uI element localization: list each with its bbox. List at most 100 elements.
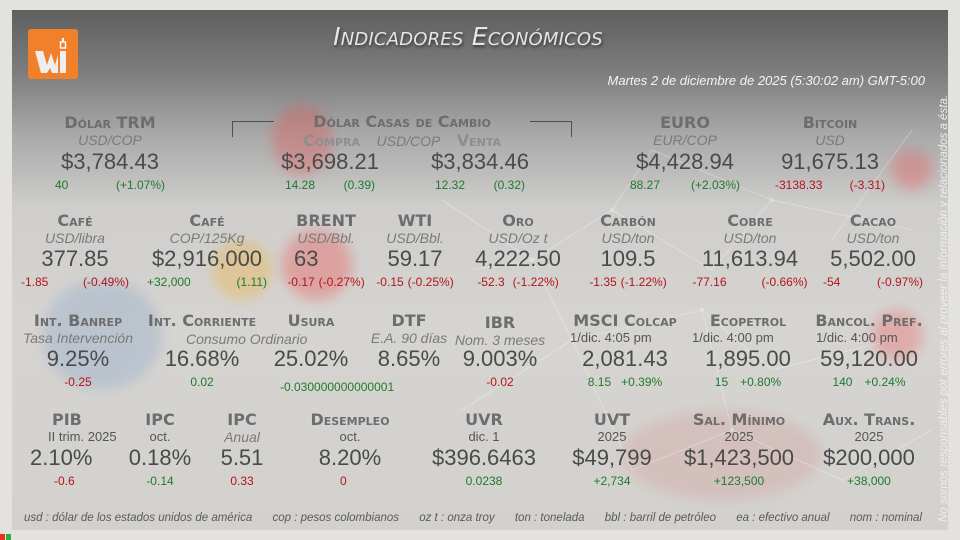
indicator-value: 59.17 [387,246,443,271]
glossary-item: ton : tonelada [514,512,585,524]
page-title: Indicadores Económicos [333,22,603,51]
indicator-value: $1,423,500 [683,445,795,470]
indicator-value: 377.85 [41,246,109,271]
datetime-stamp: Martes 2 de diciembre de 2025 (5:30:02 a… [607,73,925,88]
indicator-period: oct. [149,429,171,444]
indicator-value: $2,916,000 [151,246,263,271]
indicator-unit: USD/ton [723,230,777,246]
indicator-unit: Nom. 3 meses [454,332,546,348]
indicator-change: 88.27 (+2.03%) [630,178,740,192]
indicator-dolar-trm: Dólar TRM USD/COP $3,784.43 40 (+1.07%) [40,114,180,193]
indicator-value: 16.68% [164,346,240,371]
glossary-item: cop : pesos colombianos [272,512,400,524]
glossary-footer: usd : dólar de los estados unidos de amé… [24,512,939,524]
indicator-value: 91,675.13 [781,149,879,174]
glossary-item: nom : nominal [849,512,922,524]
glossary-item: oz t : onza troy [419,512,495,524]
indicator-value: 25.02% [273,346,349,371]
indicator-change: -54 (-0.97%) [823,275,923,289]
indicator-bancol-pref: Bancol. Pref. 1/dic. 4:00 pm 59,120.00 1… [810,311,928,390]
indicator-change: 0.02 [190,375,214,389]
decorative-bokeh [272,105,332,175]
indicator-int-corriente: Int. Corriente 16.68% 0.02 [142,312,262,390]
indicator-value: 4,222.50 [475,246,561,271]
indicator-date: 1/dic. 4:05 pm [570,330,652,345]
indicator-pib: PIB II trim. 2025 2.10% -0.6 [20,411,120,489]
indicator-dtf: DTF E.A. 90 días 8.65% [364,312,454,372]
casas-cambio-subheader: Compra USD/COP Venta [274,131,530,151]
indicator-change: 0.0238 [465,474,503,488]
usura-change: -0.030000000000001 [280,380,395,394]
indicator-value: 109.5 [600,246,656,271]
indicator-unit: USD/Oz t [488,230,548,246]
indicator-value: 2.10% [30,445,93,470]
indicator-name: IPC [227,410,257,429]
glossary-item: bbl : barril de petróleo [604,512,716,524]
indicator-period: 2025 [597,429,627,444]
indicator-value: $49,799 [572,445,652,470]
indicator-unit: USD [815,132,845,148]
indicator-aux-trans: Aux. Trans. 2025 $200,000 +38,000 [810,410,928,489]
indicator-change: -1.85 (-0.49%) [21,275,129,289]
flag-marker-green [6,534,11,540]
bracket-right [530,121,572,137]
indicator-change: -0.25 [64,375,92,389]
indicator-desempleo: Desempleo oct. 8.20% 0 [300,411,400,489]
indicator-cacao: Cacao USD/ton 5,502.00 -54 (-0.97%) [818,212,928,290]
indicator-unit: E.A. 90 días [370,330,448,346]
decorative-bokeh [212,240,272,300]
indicator-change: 12.32 (0.32) [435,178,525,192]
indicator-change: -0.15 (-0.25%) [376,275,454,289]
indicator-period: 2025 [854,429,884,444]
indicator-name: Int. Banrep [33,311,123,330]
indicator-carbon: Carbón USD/ton 109.5 -1.35 (-1.22%) [578,211,678,290]
indicator-unit: USD/Bbl. [297,230,355,246]
indicator-name: Bancol. Pref. [815,311,923,330]
indicator-unit: USD/Bbl. [386,230,444,246]
indicator-name: UVR [465,410,503,429]
indicator-change: 40 (+1.07%) [55,178,165,192]
indicator-value: 1,895.00 [705,346,791,371]
indicator-value: $3,698.21 [281,149,379,174]
indicator-period: oct. [339,429,361,444]
indicator-change: +123,500 [713,474,765,488]
indicator-cobre: Cobre USD/ton 11,613.94 -77.16 (-0.66%) [690,212,810,290]
indicator-unit: USD/COP [376,133,441,149]
indicator-name: IPC [145,410,175,429]
indicator-unit: COP/125Kg [169,230,245,246]
decorative-network-lines [441,129,933,481]
indicator-unit: Anual [224,429,260,445]
indicator-value: 63 [294,246,319,271]
indicator-date: 1/dic. 4:00 pm [692,330,774,345]
indicator-name: IBR [484,313,516,332]
indicator-name: Carbón [600,211,656,230]
indicator-name: Aux. Trans. [822,410,916,429]
indicator-change: -77.16 (-0.66%) [692,275,808,289]
indicator-value: 2,081.43 [582,346,668,371]
wi-logo-icon [35,38,67,73]
indicator-change: 14.28 (0.39) [285,178,375,192]
indicator-name-casas-cambio: Dólar Casas de Cambio [313,112,491,131]
app-logo [28,29,78,79]
indicator-ipc-mensual: IPC oct. 0.18% -0.14 [124,410,196,489]
indicator-change: 0 [340,474,347,488]
indicator-int-banrep: Int. Banrep Tasa Intervención 9.25% -0.2… [22,311,134,390]
indicator-change: +32,000 (1.11) [147,275,267,289]
indicator-value: 0.18% [128,445,192,470]
indicator-period: 2025 [724,429,754,444]
indicator-compra: $3,698.21 14.28 (0.39) [270,149,390,192]
indicator-venta: $3,834.46 12.32 (0.32) [420,149,540,192]
indicator-change: 8.15 +0.39% [587,375,663,389]
indicator-change: -0.17 (-0.27%) [287,275,365,289]
indicator-ibr: IBR Nom. 3 meses 9.003% -0.02 [454,312,546,390]
indicator-change: 140 +0.24% [832,375,906,389]
indicator-name: Ecopetrol [709,311,787,330]
glossary-item: ea : efectivo anual [736,512,830,524]
indicator-unit: USD/libra [45,230,105,246]
indicator-value: $3,784.43 [61,149,159,174]
indicator-cafe-usd: Café USD/libra 377.85 -1.85 (-0.49%) [20,212,130,290]
indicator-wti: WTI USD/Bbl. 59.17 -0.15 (-0.25%) [370,211,460,290]
indicator-value: 8.20% [318,445,382,470]
indicator-sal-minimo: Sal. Mínimo 2025 $1,423,500 +123,500 [674,411,804,489]
indicator-name: WTI [397,211,433,230]
